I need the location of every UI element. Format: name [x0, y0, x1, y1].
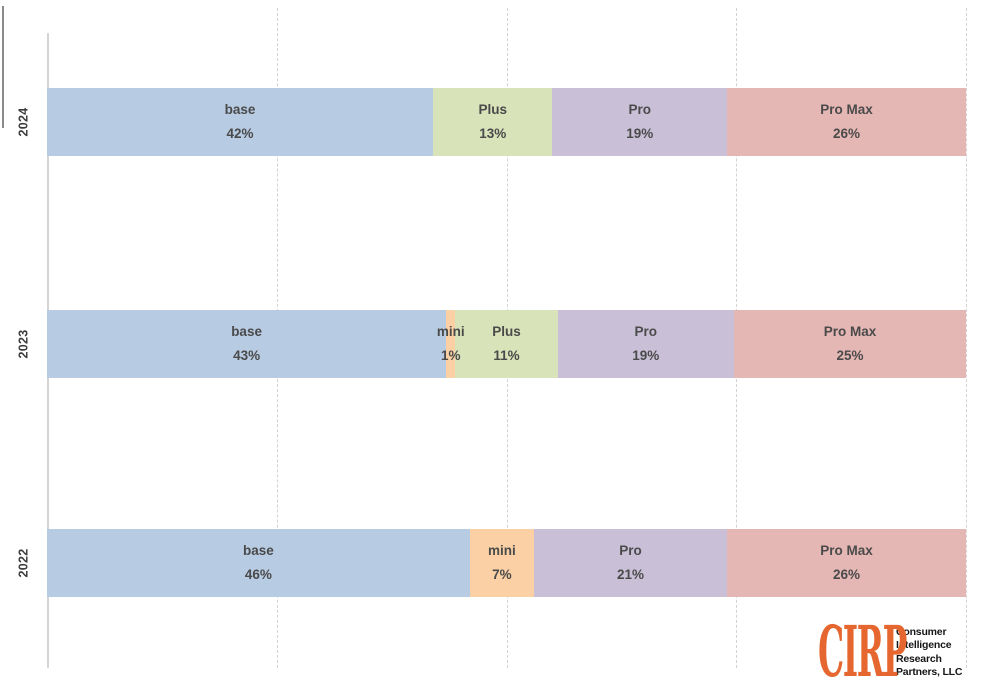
gridline-100-percent	[966, 8, 967, 668]
segment-name: Pro	[619, 543, 642, 558]
segment-label: Plus 13%	[478, 98, 507, 146]
bar-segment-pro-max: Pro Max 25%	[733, 310, 966, 378]
segment-value: 25%	[836, 348, 864, 363]
bar-segment-base: base 42%	[47, 88, 433, 156]
bar-segment-pro: Pro 21%	[534, 529, 728, 597]
cirp-logo-text: CIRP	[818, 610, 907, 689]
segment-name: base	[224, 102, 256, 117]
stacked-bar-2023: base 43% mini 1% Plus 11% Pro 19% Pro Max 25%	[47, 310, 966, 378]
year-label: 2022	[16, 548, 31, 578]
segment-label: Pro Max 25%	[824, 320, 877, 368]
bar-segment-pro: Pro 19%	[552, 88, 728, 156]
year-label: 2023	[16, 329, 31, 359]
segment-value: 19%	[632, 348, 660, 363]
year-axis-cell: 2022	[0, 529, 47, 597]
logo-line-1: Consumer	[896, 626, 947, 638]
cirp-logo-abbr: CIRP	[818, 617, 907, 687]
segment-label: base 43%	[231, 320, 262, 368]
segment-value: 42%	[226, 126, 254, 141]
bar-segment-pro: Pro 19%	[557, 310, 734, 378]
segment-name: Pro Max	[823, 324, 877, 339]
segment-label: Pro Max 26%	[820, 98, 873, 146]
segment-value: 19%	[626, 126, 654, 141]
bar-segment-plus: Plus 13%	[432, 88, 553, 156]
segment-name: base	[231, 324, 262, 339]
segment-value: 26%	[833, 126, 861, 141]
segment-name: mini	[488, 543, 516, 558]
bar-segment-base: base 46%	[47, 529, 470, 597]
bar-segment-mini: mini 1%	[437, 310, 465, 378]
segment-name: Pro Max	[820, 102, 873, 117]
segment-label: Pro 19%	[626, 98, 653, 146]
left-edge-artifact-line	[2, 6, 4, 128]
bar-segment-pro-max: Pro Max 26%	[727, 529, 966, 597]
segment-value: 46%	[244, 567, 272, 582]
segment-name: Plus	[478, 102, 507, 117]
segment-value: 13%	[479, 126, 507, 141]
segment-value: 43%	[233, 348, 261, 363]
segment-name: Pro	[628, 102, 651, 117]
segment-name: Pro Max	[820, 543, 873, 558]
bar-segment-mini: mini 7%	[469, 529, 535, 597]
bar-row-2024: 2024 base 42% Plus 13% Pro 19% Pro Max 26%	[0, 88, 966, 156]
segment-value: 11%	[493, 348, 520, 363]
segment-label: base 42%	[225, 98, 256, 146]
bar-row-2023: 2023 base 43% mini 1% Plus 11% Pro 19% Pro Max 25%	[0, 310, 966, 378]
bar-segment-pro-max: Pro Max 26%	[727, 88, 966, 156]
segment-label: Pro 21%	[617, 539, 644, 587]
segment-name: Pro	[634, 324, 657, 339]
logo-line-2: Intelligence	[896, 639, 952, 652]
bar-row-2022: 2022 base 46% mini 7% Pro 21% Pro Max 26%	[0, 529, 966, 597]
segment-label: Pro 19%	[632, 320, 659, 368]
segment-label: base 46%	[243, 539, 274, 587]
segment-label: mini 7%	[488, 539, 516, 587]
year-axis-cell: 2024	[0, 88, 47, 156]
segment-name: Plus	[492, 324, 521, 339]
year-axis-cell: 2023	[0, 310, 47, 378]
stacked-bar-2022: base 46% mini 7% Pro 21% Pro Max 26%	[47, 529, 966, 597]
segment-label: Plus 11%	[492, 320, 521, 368]
bar-segment-base: base 43%	[47, 310, 447, 378]
logo-line-4: Partners, LLC	[896, 666, 963, 679]
stacked-bar-2024: base 42% Plus 13% Pro 19% Pro Max 26%	[47, 88, 966, 156]
logo-line-3: Research	[896, 652, 942, 665]
segment-name: base	[242, 543, 274, 558]
segment-value: 7%	[492, 567, 512, 582]
segment-value: 26%	[833, 567, 861, 582]
segment-value: 21%	[617, 567, 645, 582]
cirp-logo-company-name: Consumer Intelligence Research Partners,…	[896, 624, 962, 680]
segment-label: Pro Max 26%	[820, 539, 873, 587]
year-label: 2024	[16, 107, 31, 137]
cirp-logo: CIRP Consumer Intelligence Research Part…	[818, 617, 962, 687]
bar-segment-plus: Plus 11%	[455, 310, 558, 378]
